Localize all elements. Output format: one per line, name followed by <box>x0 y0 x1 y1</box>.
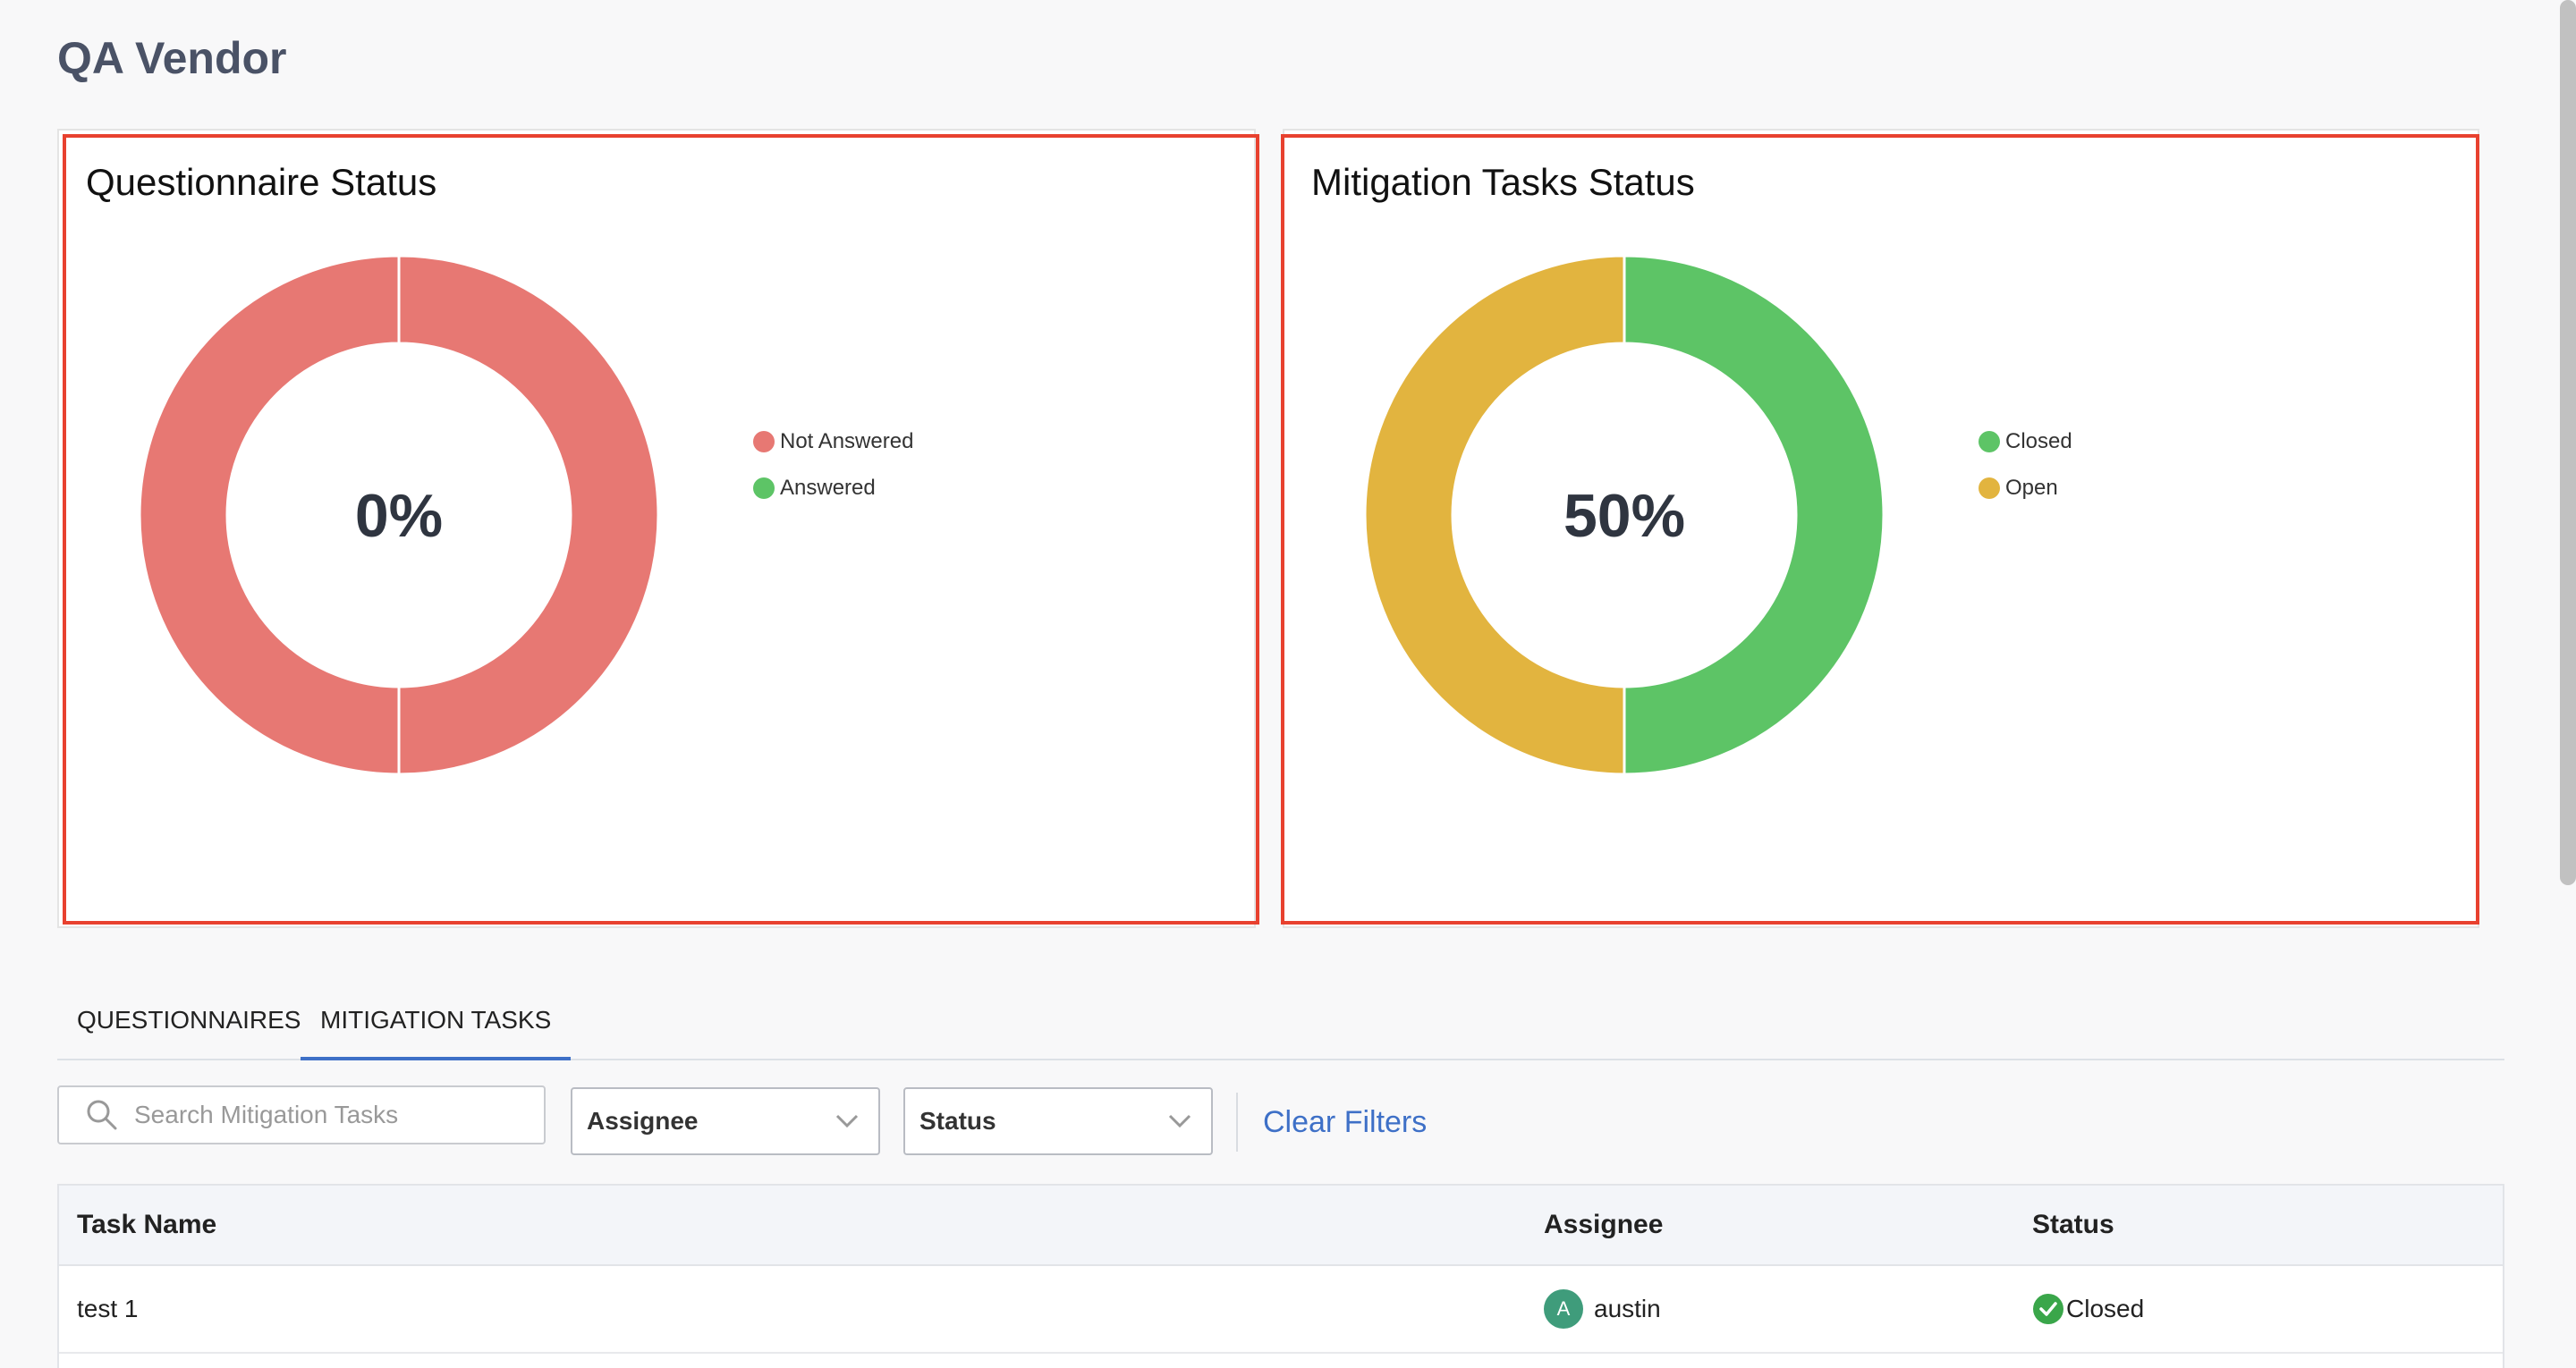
table-header: Task Name Assignee Status <box>59 1186 2503 1266</box>
legend-label-not-answered: Not Answered <box>780 429 914 453</box>
chevron-down-icon <box>1168 1114 1191 1128</box>
mitigation-tasks-table: Task Name Assignee Status test 1 A austi… <box>57 1184 2504 1368</box>
legend-dot-not-answered <box>753 431 775 452</box>
questionnaire-status-card: Questionnaire Status 0% Not Answered Ans… <box>57 129 1256 928</box>
search-icon <box>87 1100 117 1130</box>
task-name-cell[interactable]: test 1 <box>77 1295 139 1322</box>
chevron-down-icon <box>835 1114 859 1128</box>
questionnaire-status-title: Questionnaire Status <box>86 161 437 203</box>
legend-item-not-answered[interactable]: Not Answered <box>753 418 913 465</box>
status-text: Closed <box>2066 1295 2145 1322</box>
assignee-name: austin <box>1594 1295 1661 1322</box>
column-header-status[interactable]: Status <box>2032 1210 2114 1239</box>
status-cell: Closed <box>2032 1266 2144 1352</box>
assignee-filter-label: Assignee <box>587 1107 699 1135</box>
mitigation-status-title: Mitigation Tasks Status <box>1311 161 1695 203</box>
status-cards: Questionnaire Status 0% Not Answered Ans… <box>57 129 2479 928</box>
status-filter-label: Status <box>919 1107 996 1135</box>
check-circle-icon <box>2033 1294 2063 1324</box>
legend-label-open: Open <box>2005 476 2058 500</box>
legend-dot-answered <box>753 477 775 499</box>
mitigation-center-percentage: 50% <box>1563 482 1685 550</box>
status-filter-select[interactable]: Status <box>903 1087 1213 1155</box>
search-box <box>57 1085 546 1144</box>
mitigation-slice-closed[interactable] <box>1623 256 1884 774</box>
tab-questionnaires[interactable]: QUESTIONNAIRES <box>77 1006 301 1034</box>
assignee-cell: A austin <box>1544 1266 1661 1352</box>
mitigation-slice-open[interactable] <box>1365 256 1626 774</box>
questionnaire-slice-not-answered[interactable] <box>140 256 658 774</box>
mitigation-status-card: Mitigation Tasks Status 50% Closed Open <box>1283 129 2479 928</box>
page-title: QA Vendor <box>57 33 287 83</box>
filter-divider <box>1236 1093 1238 1152</box>
legend-label-closed: Closed <box>2005 429 2072 453</box>
assignee-filter-select[interactable]: Assignee <box>571 1087 880 1155</box>
column-header-assignee[interactable]: Assignee <box>1544 1210 1664 1239</box>
avatar: A <box>1544 1289 1583 1329</box>
mitigation-donut-chart: 50% <box>1365 256 1884 774</box>
clear-filters-button[interactable]: Clear Filters <box>1263 1105 1428 1139</box>
mitigation-legend: Closed Open <box>1979 418 2072 511</box>
legend-item-answered[interactable]: Answered <box>753 465 913 511</box>
column-header-task-name[interactable]: Task Name <box>77 1210 217 1239</box>
legend-dot-closed <box>1979 431 2000 452</box>
tab-mitigation-tasks[interactable]: MITIGATION TASKS <box>301 984 572 1060</box>
legend-item-open[interactable]: Open <box>1979 465 2072 511</box>
legend-label-answered: Answered <box>780 476 876 500</box>
search-input[interactable] <box>132 1100 544 1130</box>
tab-bar: QUESTIONNAIRES MITIGATION TASKS <box>57 984 2504 1060</box>
legend-dot-open <box>1979 477 2000 499</box>
table-row[interactable]: test 1 A austin Closed <box>59 1266 2503 1354</box>
questionnaire-center-percentage: 0% <box>355 482 443 550</box>
page-scrollbar[interactable] <box>2560 0 2576 885</box>
questionnaire-donut-chart: 0% <box>140 256 658 774</box>
questionnaire-legend: Not Answered Answered <box>753 418 913 511</box>
legend-item-closed[interactable]: Closed <box>1979 418 2072 465</box>
